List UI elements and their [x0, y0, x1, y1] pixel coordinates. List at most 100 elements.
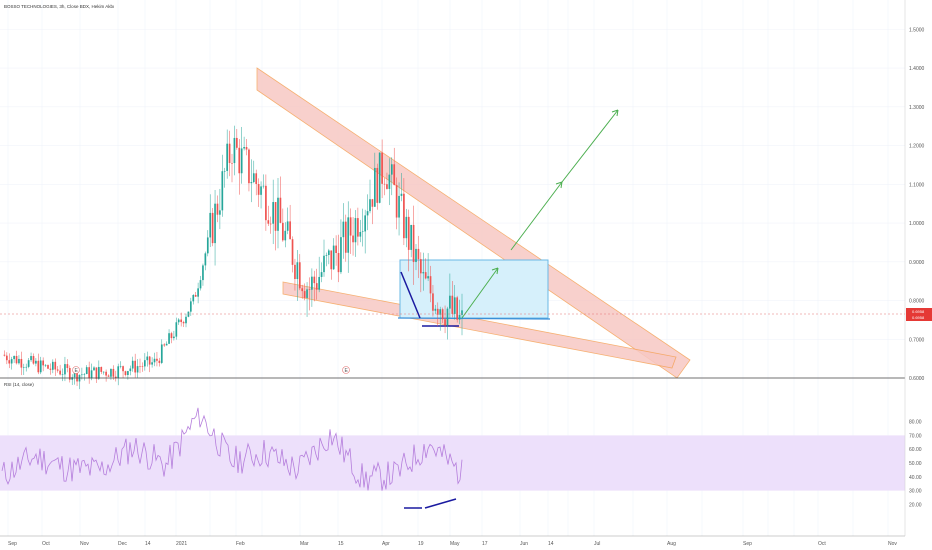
- event-marker-2-label: E: [345, 368, 349, 374]
- candle-body: [22, 367, 25, 368]
- impulse-line-blue: [400, 271, 421, 319]
- candle-body: [257, 184, 260, 195]
- projection-arrow-long: [510, 109, 619, 251]
- time-tick-label: Apr: [382, 541, 390, 547]
- rsi-tick-label: 60.00: [909, 447, 922, 453]
- candle-body: [446, 308, 449, 326]
- candle-body: [342, 221, 345, 238]
- candle-body: [211, 212, 214, 244]
- candle-body: [93, 367, 95, 371]
- candle-body: [15, 355, 18, 364]
- candle-body: [415, 248, 417, 263]
- price-tick-label: 0.8000: [909, 299, 925, 305]
- candle-body: [335, 245, 337, 254]
- candle-body: [71, 377, 74, 380]
- arrow-head-long: [611, 109, 619, 117]
- candle-body: [160, 344, 163, 363]
- candle-body: [325, 254, 328, 256]
- candle-body: [233, 137, 236, 164]
- price-tick-label: 1.0000: [909, 221, 925, 227]
- candle-body: [134, 360, 137, 373]
- candle-body: [274, 202, 277, 231]
- time-tick-label: Oct: [818, 541, 826, 547]
- target-box: [399, 259, 549, 319]
- candle-body: [27, 360, 30, 367]
- time-tick-label: Nov: [80, 541, 89, 547]
- candle-body: [315, 283, 318, 290]
- event-marker-1[interactable]: [72, 366, 80, 374]
- candle-body: [267, 220, 270, 224]
- candle-body: [139, 366, 141, 367]
- candle-body: [39, 360, 42, 373]
- candle-body: [124, 371, 127, 376]
- candle-body: [277, 197, 279, 231]
- candle-body: [127, 371, 129, 376]
- candle-body: [114, 376, 117, 378]
- time-tick-label: Sep: [8, 541, 17, 547]
- candle-body: [340, 237, 342, 273]
- candle-body: [131, 360, 134, 369]
- pattern-drawings: [256, 67, 691, 379]
- candle-body: [59, 370, 61, 375]
- time-tick-label: May: [450, 541, 460, 547]
- candle-body: [156, 358, 158, 361]
- candle-body: [456, 297, 459, 320]
- time-tick-label: 2021: [176, 541, 187, 547]
- candle-body: [369, 199, 371, 212]
- price-tick-label: 1.4000: [909, 66, 925, 72]
- time-tick-label: Feb: [236, 541, 245, 547]
- candle-body: [180, 319, 183, 323]
- time-tick-label: Sep: [743, 541, 752, 547]
- price-tick-label: 1.1000: [909, 182, 925, 188]
- candle-body: [163, 344, 166, 346]
- event-marker-2[interactable]: [342, 366, 350, 374]
- rsi-title: RSI (14, close): [4, 382, 34, 387]
- candle-body: [378, 152, 381, 203]
- candle-body: [298, 262, 301, 289]
- candle-body: [228, 143, 231, 164]
- candle-body: [419, 259, 422, 274]
- candle-body: [226, 143, 229, 171]
- candle-body: [281, 222, 284, 241]
- candle-body: [117, 366, 120, 378]
- candle-body: [337, 253, 340, 273]
- candle-body: [400, 193, 403, 196]
- candle-body: [332, 245, 335, 270]
- candle-body: [255, 173, 258, 185]
- candle-body: [20, 358, 23, 368]
- candle-body: [381, 152, 383, 184]
- candle-body: [90, 370, 93, 379]
- candle-body: [158, 360, 161, 363]
- candle-body: [136, 366, 139, 373]
- candle-body: [301, 288, 304, 292]
- candle-body: [102, 371, 105, 373]
- candle-body: [204, 253, 207, 266]
- candle-body: [427, 276, 429, 279]
- candle-body: [68, 368, 71, 380]
- rsi-tick-label: 30.00: [909, 489, 922, 495]
- candle-body: [294, 264, 296, 280]
- time-axis[interactable]: Sep Oct Nov Dec 14 2021 Feb Mar 15 Apr 19 May 17 Jun 1…: [8, 541, 897, 547]
- candle-body: [383, 183, 386, 185]
- candle-body: [165, 343, 168, 346]
- candle-body: [250, 182, 253, 184]
- candle-body: [194, 294, 197, 297]
- candle-body: [197, 288, 199, 297]
- price-tick-label: 1.3000: [909, 105, 925, 111]
- price-axis[interactable]: 1.5000 1.4000 1.3000 1.2000 1.1000 1.0000 0.90…: [909, 27, 925, 382]
- candle-body: [366, 211, 369, 216]
- candle-body: [412, 224, 415, 263]
- candle-body: [252, 173, 255, 183]
- candle-body: [429, 276, 432, 294]
- candle-body: [349, 217, 352, 236]
- candle-body: [395, 185, 398, 218]
- time-tick-label: Jul: [594, 541, 600, 547]
- rsi-axis[interactable]: 80.00 70.00 60.00 50.00 40.00 30.00 20.00: [909, 420, 922, 509]
- candle-body: [296, 262, 299, 280]
- candle-body: [330, 250, 333, 270]
- rsi-tick-label: 50.00: [909, 461, 922, 467]
- candle-body: [434, 308, 437, 311]
- candle-body: [284, 230, 287, 241]
- candle-body: [189, 301, 192, 312]
